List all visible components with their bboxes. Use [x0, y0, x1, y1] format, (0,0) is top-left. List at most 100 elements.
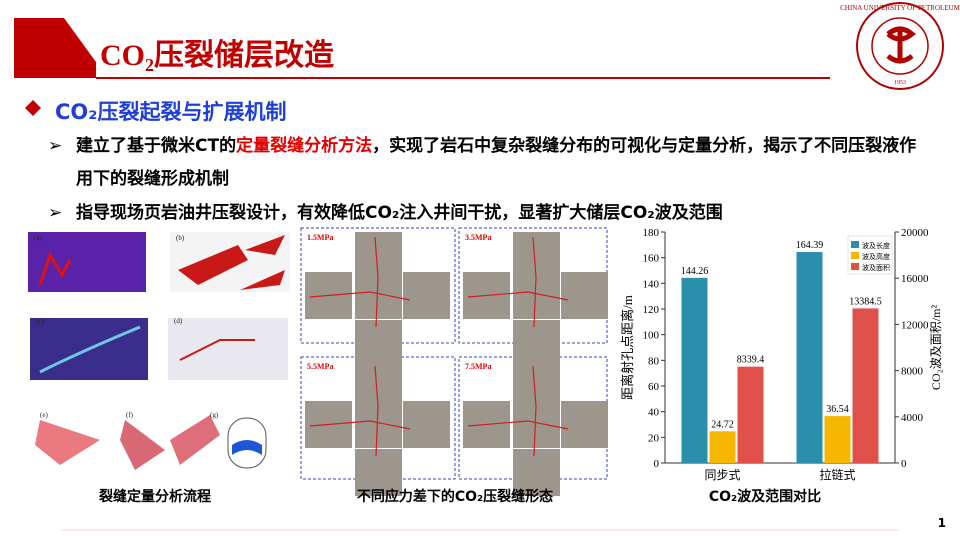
logo-text: CHINA UNIVERSITY OF PETROLEUM [840, 4, 960, 12]
y-tick-label: 0 [654, 458, 660, 470]
section-heading: CO₂压裂起裂与扩展机制 [55, 100, 287, 124]
panel-label: (a) [34, 234, 42, 242]
y2-tick-label: 16000 [901, 273, 929, 285]
fracture [309, 365, 411, 457]
slide-title: CO₂压裂储层改造 [100, 39, 334, 72]
rock-photo [355, 320, 402, 367]
bullet-text: ，实现了岩石中复杂裂缝分布的可视化与定量分析，揭示了不同压裂液作用下的裂缝形成机… [76, 136, 917, 189]
y-axis-label: 距离射孔点距离/m [620, 295, 635, 400]
figure-caption: 裂缝定量分析流程 [99, 489, 211, 505]
ct-mesh [170, 415, 220, 465]
fracture [467, 365, 569, 457]
y-tick-label: 20 [648, 432, 660, 444]
rock-photo [513, 232, 560, 279]
panel-label: (b) [176, 234, 185, 242]
rock-photo [403, 272, 450, 319]
y2-axis-label: CO₂波及面积/m² [929, 305, 943, 391]
panel-label: (f) [126, 411, 134, 419]
ct-schematic [227, 417, 267, 469]
y2-tick-label: 12000 [901, 319, 929, 331]
value-label: 144.26 [681, 266, 709, 277]
bullet: ➢ 指导现场页岩油井压裂设计，有效降低CO₂注入井间干扰，显著扩大储层CO₂波及范… [48, 197, 918, 230]
rock-photo [513, 449, 560, 496]
bar [796, 252, 823, 463]
y-tick-label: 60 [648, 381, 660, 393]
y-tick-label: 120 [643, 304, 660, 316]
ct-mesh [120, 420, 165, 470]
page-number: 1 [937, 516, 946, 530]
y-tick-label: 40 [648, 407, 660, 419]
y2-tick-label: 4000 [901, 412, 924, 424]
panel-label: 1.5MPa [307, 233, 333, 242]
value-label: 13384.5 [849, 296, 882, 307]
y2-tick-label: 8000 [901, 366, 924, 378]
panel-label: (d) [174, 317, 183, 325]
y2-tick-label: 20000 [901, 227, 929, 239]
y-tick-label: 80 [648, 355, 660, 367]
y2-tick-label: 0 [901, 458, 907, 470]
y-tick-label: 140 [643, 278, 660, 290]
y-tick-label: 160 [643, 253, 660, 265]
value-label: 36.54 [826, 404, 849, 415]
rock-photo [355, 449, 402, 496]
panel-label: (c) [36, 317, 44, 325]
panel-label: (e) [40, 411, 48, 419]
ct-crack [178, 235, 285, 290]
ct-mesh [35, 420, 100, 465]
rock-photo [513, 272, 560, 319]
ct-crack [38, 251, 72, 286]
ct-image [28, 232, 146, 292]
value-label: 164.39 [796, 240, 824, 251]
rock-photo [513, 401, 560, 448]
rock-photo [355, 272, 402, 319]
bullet-text: 指导现场页岩油井压裂设计，有效降低CO₂注入井间干扰，显著扩大储层CO₂波及范围 [76, 203, 723, 223]
y-tick-label: 100 [643, 330, 660, 342]
panel-label: 3.5MPa [465, 233, 491, 242]
ct-crack [179, 339, 255, 361]
rock-photo [513, 320, 560, 367]
panel-label: (g) [210, 411, 219, 419]
figure-caption: 不同应力差下的CO₂压裂缝形态 [356, 489, 554, 505]
figure-caption: CO₂波及范围对比 [708, 489, 822, 505]
logo-year: 1953 [894, 80, 906, 86]
rock-photo [355, 361, 402, 408]
legend-label: 波及长度 [862, 241, 890, 250]
legend-swatch [851, 241, 859, 248]
fracture [467, 236, 569, 328]
fracture [309, 236, 411, 328]
logo-mark [886, 26, 916, 64]
ct-image [168, 318, 288, 380]
panel-label: 5.5MPa [307, 362, 333, 371]
ct-schematic [232, 440, 262, 455]
value-label: 24.72 [711, 419, 734, 430]
bullet-highlight: 定量裂缝分析方法 [236, 136, 373, 156]
rock-photo [513, 361, 560, 408]
logo-inner [871, 17, 929, 75]
rock-photo [561, 401, 608, 448]
rock-photo [355, 232, 402, 279]
bar [681, 277, 708, 463]
bullet: ➢ 建立了基于微米CT的定量裂缝分析方法，实现了岩石中复杂裂缝分布的可视化与定量分… [48, 136, 917, 189]
bar [737, 366, 764, 463]
bullet-text: 建立了基于微米CT的 [76, 136, 237, 156]
panel-label: 7.5MPa [465, 362, 491, 371]
x-tick-label: 拉链式 [819, 467, 855, 482]
legend-swatch [851, 263, 859, 270]
x-tick-label: 同步式 [704, 468, 740, 482]
legend-swatch [851, 252, 859, 259]
bar [709, 431, 736, 463]
logo [856, 2, 944, 90]
rock-photo [561, 272, 608, 319]
section-marker [25, 100, 41, 116]
bar [852, 308, 879, 463]
y-tick-label: 180 [643, 227, 660, 239]
legend-label: 波及面积 [862, 263, 890, 272]
bar [824, 416, 851, 463]
ct-figure [28, 232, 290, 470]
legend-label: 波及高度 [862, 252, 890, 261]
value-label: 8339.4 [737, 355, 765, 366]
title-block [14, 18, 96, 78]
rock-photo [355, 401, 402, 448]
